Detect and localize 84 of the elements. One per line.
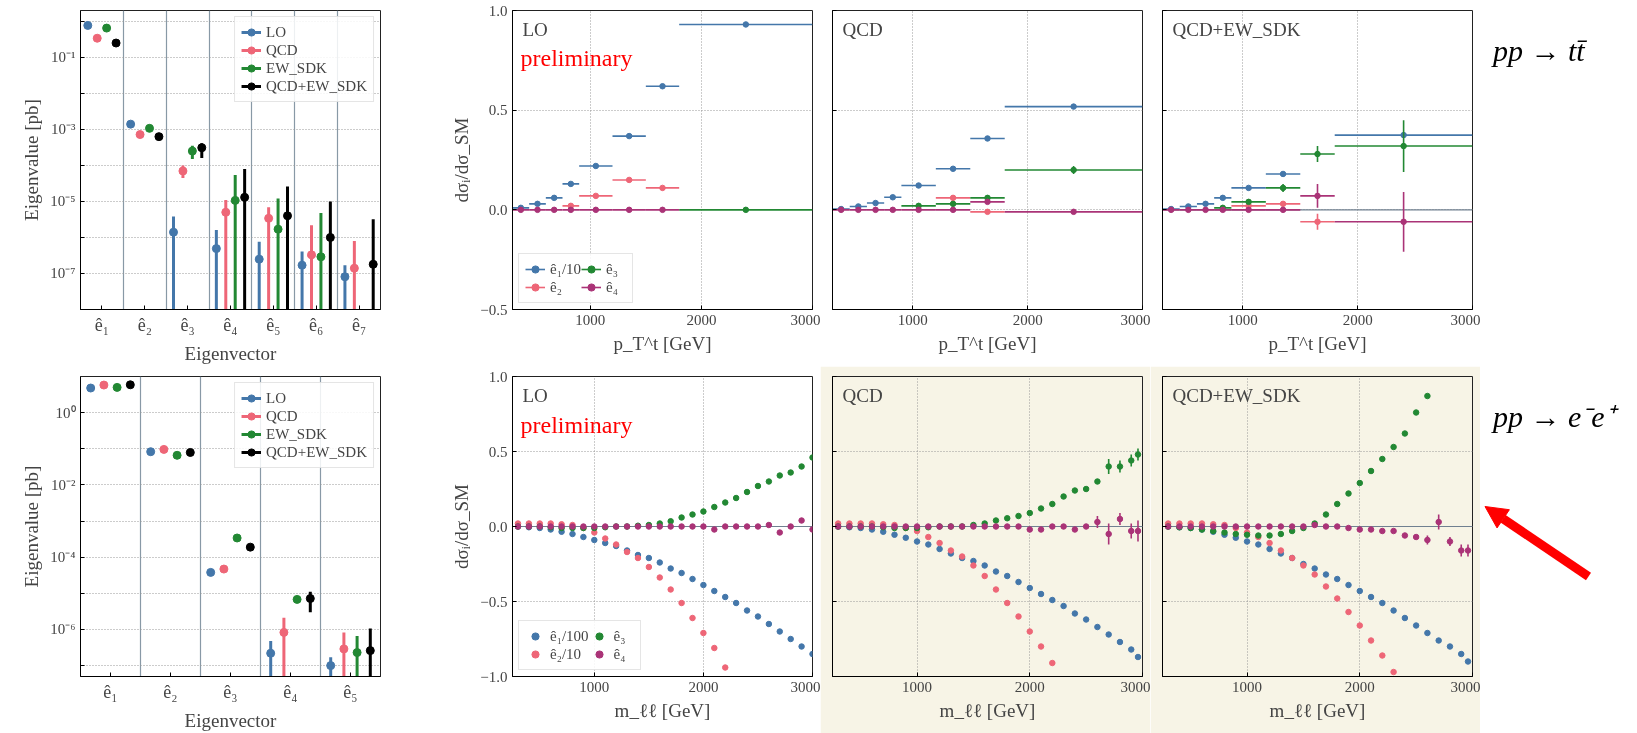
annotation: preliminary — [520, 411, 633, 438]
x-tick-label: ê₂ — [137, 314, 152, 335]
x-tick-label: ê₁ — [103, 681, 118, 702]
x-axis-title: m_ℓℓ [GeV] — [614, 699, 711, 721]
chart-title: QCD — [842, 384, 883, 406]
text: pp → tt̄ — [1493, 33, 1585, 69]
x-axis-title: p_T^t [GeV] — [1268, 332, 1367, 354]
x-tick-label: 2000 — [688, 678, 719, 695]
x-tick-label: 2000 — [1344, 678, 1375, 695]
x-tick-label: 3000 — [1450, 311, 1481, 328]
y-tick-label: −0.5 — [480, 301, 508, 318]
x-axis-title: p_T^t [GeV] — [938, 332, 1037, 354]
chart-title: QCD+EW_SDK — [1172, 384, 1301, 406]
legend-label: ê₁/10 — [550, 260, 582, 278]
x-tick-label: ê₁ — [94, 314, 110, 335]
x-axis-title: Eigenvector — [184, 342, 278, 364]
y-tick-label: 10⁻⁶ — [50, 621, 76, 638]
x-tick-label: 1000 — [1227, 311, 1258, 328]
y-tick-label: 1.0 — [488, 2, 508, 19]
y-tick-label: 0.0 — [488, 201, 508, 218]
legend-label: ê₄ — [606, 278, 619, 296]
annotation: preliminary — [520, 45, 633, 72]
legend-label: ê₃ — [613, 627, 627, 645]
y-tick-label: 10⁻⁴ — [50, 549, 76, 566]
legend-label: QCD — [266, 407, 298, 425]
x-tick-label: ê₂ — [163, 681, 178, 702]
x-tick-label: ê₃ — [223, 681, 238, 702]
legend-label: QCD+EW_SDK — [266, 443, 367, 461]
x-tick-label: ê₃ — [180, 314, 195, 335]
x-tick-label: 3000 — [790, 678, 821, 695]
x-tick-label: 3000 — [1120, 678, 1151, 695]
x-tick-label: ê₄ — [223, 314, 238, 335]
legend-label: ê₂ — [550, 278, 563, 296]
x-tick-label: 3000 — [1450, 678, 1481, 695]
legend-label: QCD — [266, 41, 298, 59]
x-axis-title: m_ℓℓ [GeV] — [939, 699, 1036, 721]
x-tick-label: 2000 — [1012, 311, 1043, 328]
x-tick-label: 3000 — [1120, 311, 1151, 328]
x-tick-label: ê₅ — [266, 314, 281, 335]
chart-title: QCD+EW_SDK — [1172, 18, 1301, 40]
y-tick-label: 10⁻⁵ — [50, 193, 76, 210]
y-axis-title: dσᵢ/dσ_SM — [451, 483, 473, 569]
legend-label: QCD+EW_SDK — [266, 77, 367, 95]
x-tick-label: ê₇ — [351, 314, 367, 335]
legend-label: ê₂/10 — [550, 645, 582, 663]
x-axis-title: p_T^t [GeV] — [613, 332, 712, 354]
y-tick-label: 10⁻⁷ — [50, 265, 76, 282]
y-axis-title: Eigenvalue [pb] — [21, 465, 43, 588]
x-tick-label: 3000 — [790, 311, 821, 328]
legend-label: EW_SDK — [266, 425, 327, 443]
y-tick-label: 10⁻³ — [51, 121, 76, 138]
chart-title: LO — [522, 18, 548, 40]
y-tick-label: 0.5 — [488, 443, 508, 460]
x-tick-label: 2000 — [1014, 678, 1045, 695]
x-tick-label: ê₄ — [283, 681, 298, 702]
y-axis-title: Eigenvalue [pb] — [21, 99, 43, 221]
x-tick-label: 1000 — [575, 311, 606, 328]
legend-label: LO — [266, 389, 287, 407]
x-tick-label: 2000 — [1342, 311, 1373, 328]
y-tick-label: 10⁻¹ — [51, 49, 76, 66]
legend-label: ê₄ — [613, 645, 627, 663]
legend-label: ê₁/100 — [550, 627, 589, 645]
y-tick-label: −1.0 — [480, 668, 508, 685]
legend-label: LO — [266, 23, 287, 41]
y-tick-label: 10⁰ — [55, 404, 76, 421]
x-tick-label: 1000 — [897, 311, 928, 328]
chart-title: LO — [522, 384, 548, 406]
x-tick-label: 1000 — [1232, 678, 1263, 695]
x-tick-label: 1000 — [902, 678, 933, 695]
y-axis-title: dσᵢ/dσ_SM — [451, 117, 473, 203]
chart-title: QCD — [842, 18, 883, 40]
y-tick-label: 0.5 — [488, 102, 508, 119]
y-tick-label: 0.0 — [488, 518, 508, 535]
x-tick-label: ê₅ — [343, 681, 358, 702]
legend-label: ê₃ — [606, 260, 619, 278]
x-tick-label: 2000 — [686, 311, 717, 328]
y-tick-label: 10⁻² — [51, 476, 76, 493]
x-axis-title: m_ℓℓ [GeV] — [1269, 699, 1366, 721]
x-axis-title: Eigenvector — [184, 709, 278, 731]
x-tick-label: ê₆ — [309, 314, 324, 335]
legend-label: EW_SDK — [266, 59, 327, 77]
y-tick-label: −0.5 — [480, 593, 508, 610]
y-tick-label: 1.0 — [488, 368, 508, 385]
x-tick-label: 1000 — [579, 678, 610, 695]
